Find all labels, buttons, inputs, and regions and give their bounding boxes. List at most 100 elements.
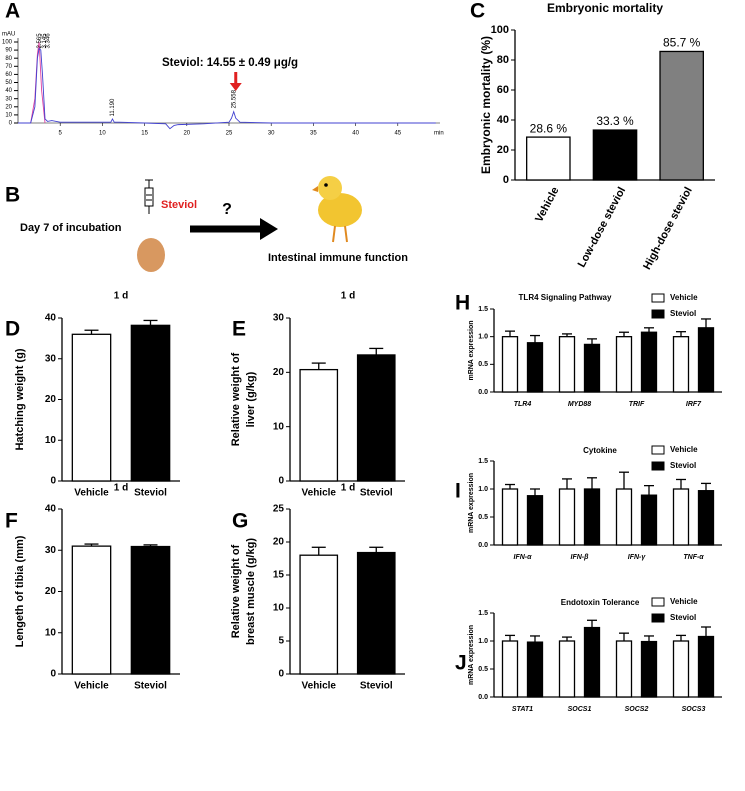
x-tick-label: Vehicle (74, 681, 109, 692)
x-tick-label: Steviol (360, 681, 393, 692)
y-tick-label: 0.0 (478, 694, 488, 701)
bar (697, 327, 715, 393)
y-axis-label: Embryonic mortality (%) (479, 36, 493, 174)
syringe (144, 179, 154, 214)
y-tick-label: 40 (45, 504, 57, 515)
peak-label: 3.145 (42, 33, 48, 49)
panel-letter: B (5, 184, 20, 207)
day-label: Day 7 of incubation (20, 222, 122, 234)
bar (558, 640, 576, 698)
peak-label: 25.558 (231, 89, 237, 108)
bar (299, 368, 339, 482)
x-tick-label: IRF7 (686, 401, 702, 408)
x-tick-label: 45 (394, 131, 401, 137)
outcome-label: Intestinal immune function (268, 252, 408, 264)
y-tick-label: 1.5 (478, 458, 488, 465)
bar (697, 635, 715, 698)
bar (592, 129, 638, 181)
x-tick-label: 30 (268, 131, 275, 137)
panel-letter: A (5, 0, 20, 23)
y-tick-label: 100 (2, 40, 13, 46)
x-tick-label: IFN-γ (628, 554, 647, 561)
drug-label: Steviol (161, 199, 197, 211)
x-tick-label: STAT1 (512, 706, 533, 713)
bar (71, 333, 112, 482)
y-tick-label: 20 (273, 367, 285, 378)
x-tick-label: SOCS1 (568, 706, 592, 713)
x-tick-label: 25 (226, 131, 233, 137)
value-label: 28.6 % (530, 121, 568, 135)
peak-label: 3.346 (46, 33, 52, 49)
y-tick-label: 30 (5, 96, 12, 102)
legend-label: Vehicle (670, 293, 698, 302)
bar (501, 336, 519, 393)
panel-letter: I (455, 480, 461, 503)
legend-swatch (651, 613, 665, 623)
y-tick-label: 40 (45, 313, 57, 324)
y-tick-label: 50 (5, 80, 12, 86)
bar (672, 640, 690, 698)
y-tick-label: 1.0 (478, 638, 488, 645)
y-tick-label: 0 (278, 476, 284, 487)
bar (583, 488, 601, 546)
chart-title: 1 d (114, 483, 128, 494)
y-tick-label: 25 (273, 504, 285, 515)
x-tick-label: Low-dose steviol (576, 185, 628, 269)
y-tick-label: 10 (45, 435, 57, 446)
arrow-head (260, 218, 278, 240)
bar (640, 494, 658, 546)
y-tick-label: 10 (5, 112, 12, 118)
bar (130, 545, 171, 675)
y-axis-label: mRNA expression (468, 473, 475, 533)
chart-title: 1 d (114, 291, 128, 302)
panel-letter: D (5, 318, 20, 341)
legend-label: Steviol (670, 461, 696, 470)
bar (299, 554, 339, 675)
bar (659, 50, 704, 181)
bar (558, 336, 576, 393)
y-tick-label: 90 (5, 48, 12, 54)
x-tick-label: IFN-β (571, 554, 590, 561)
legend-swatch (651, 445, 665, 455)
legend-label: Steviol (670, 613, 696, 622)
legend-label: Vehicle (670, 597, 698, 606)
x-tick-label: Vehicle (533, 185, 561, 224)
bar (558, 488, 576, 546)
y-tick-label: 0 (278, 669, 284, 680)
panel-letter: J (455, 652, 467, 675)
chromatogram-line (18, 47, 436, 130)
panel-letter: G (232, 510, 248, 533)
bar (615, 336, 633, 393)
bar (526, 136, 571, 181)
y-tick-label: 20 (273, 537, 285, 548)
value-label: 33.3 % (596, 114, 634, 128)
y-tick-label: 70 (5, 64, 12, 70)
panel-letter: C (470, 0, 485, 23)
x-tick-label: Vehicle (302, 681, 337, 692)
y-tick-label: 20 (497, 144, 509, 156)
egg (137, 238, 165, 272)
y-tick-label: 80 (5, 56, 12, 62)
y-tick-label: 30 (45, 545, 57, 556)
y-tick-label: 40 (5, 88, 12, 94)
legend-swatch (651, 597, 665, 607)
bar (672, 336, 690, 393)
y-tick-label: 5 (278, 636, 284, 647)
y-tick-label: 20 (45, 394, 57, 405)
x-tick-label: TLR4 (514, 401, 532, 408)
x-tick-label: SOCS3 (682, 706, 706, 713)
question-mark: ? (222, 201, 232, 218)
bar (583, 626, 601, 698)
bar (697, 490, 715, 546)
y-tick-label: 0.5 (478, 361, 488, 368)
y-tick-label: 0 (503, 174, 509, 186)
x-tick-label: TNF-α (683, 554, 704, 561)
x-tick-label: 35 (310, 131, 317, 137)
x-tick-label: Steviol (134, 488, 167, 499)
y-tick-label: 40 (497, 114, 509, 126)
x-tick-label: IFN-α (514, 554, 533, 561)
x-tick-label: TRIF (629, 401, 645, 408)
x-tick-label: 40 (352, 131, 359, 137)
y-axis-label: Relative weight of (230, 352, 242, 446)
